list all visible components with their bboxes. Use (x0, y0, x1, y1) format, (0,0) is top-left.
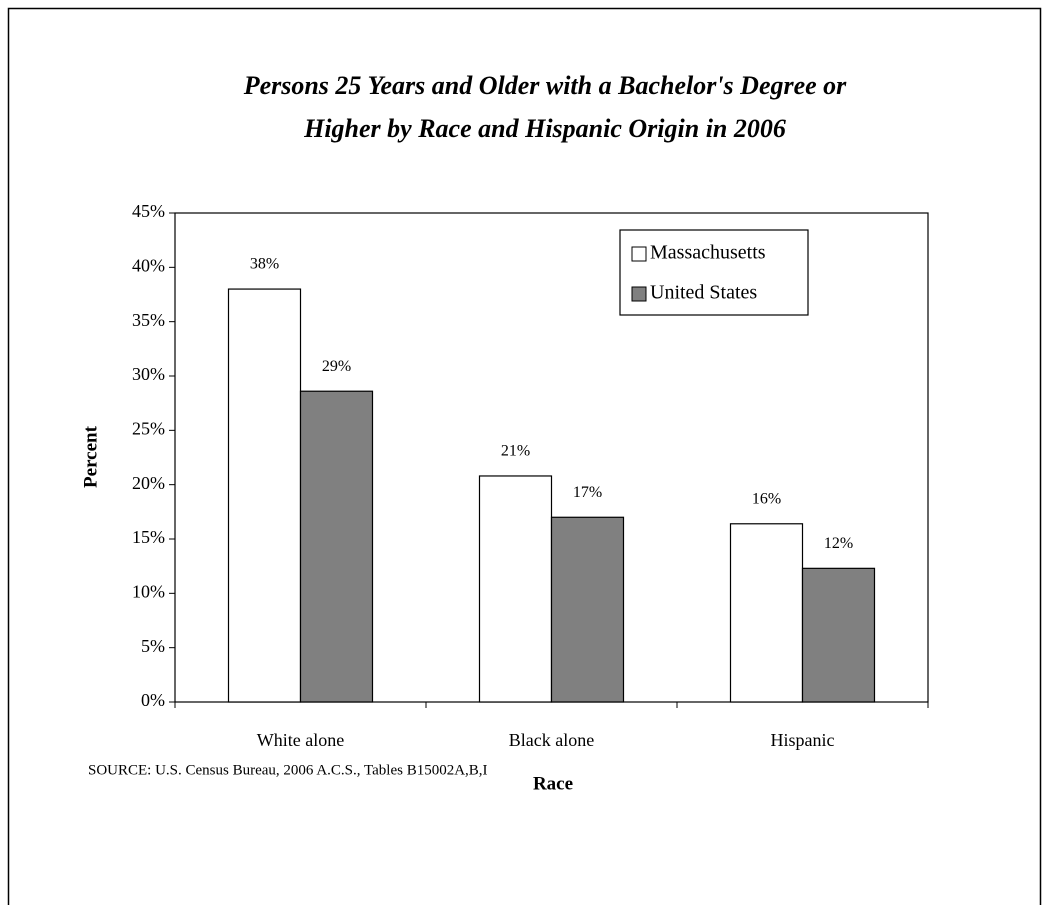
x-tick-label: White alone (257, 730, 344, 750)
value-label: 16% (752, 490, 781, 507)
bar (801, 567, 876, 703)
legend-swatch (631, 246, 647, 262)
x-tick-label: Black alone (509, 730, 594, 750)
frame (7, 7, 1042, 905)
y-tick-label: 10% (132, 581, 165, 601)
legend-label: United States (650, 282, 757, 304)
bar (227, 288, 302, 703)
value-label: 21% (501, 443, 530, 460)
bar (299, 390, 374, 703)
legend-label: Massachusetts (650, 242, 766, 264)
source-note: SOURCE: U.S. Census Bureau, 2006 A.C.S.,… (88, 762, 488, 778)
bar (478, 475, 553, 703)
legend-swatch (631, 286, 647, 302)
bar (550, 516, 625, 703)
y-tick-label: 30% (132, 364, 165, 384)
x-tick-label: Hispanic (771, 730, 835, 750)
value-label: 17% (573, 484, 602, 501)
value-label: 12% (824, 535, 853, 552)
y-axis-title: Percent (80, 425, 101, 488)
y-tick-label: 20% (132, 473, 165, 493)
y-tick-label: 35% (132, 310, 165, 330)
y-tick-label: 5% (141, 636, 165, 656)
value-label: 38% (250, 256, 279, 273)
y-tick-label: 40% (132, 255, 165, 275)
bar (729, 523, 804, 703)
y-tick-label: 15% (132, 527, 165, 547)
chart-title: Higher by Race and Hispanic Origin in 20… (303, 114, 786, 143)
legend-box (619, 229, 809, 316)
value-label: 29% (322, 358, 351, 375)
chart-title: Persons 25 Years and Older with a Bachel… (243, 71, 847, 100)
x-axis-title: Race (533, 773, 573, 794)
y-tick-label: 0% (141, 690, 165, 710)
y-tick-label: 25% (132, 418, 165, 438)
y-tick-label: 45% (132, 201, 165, 221)
